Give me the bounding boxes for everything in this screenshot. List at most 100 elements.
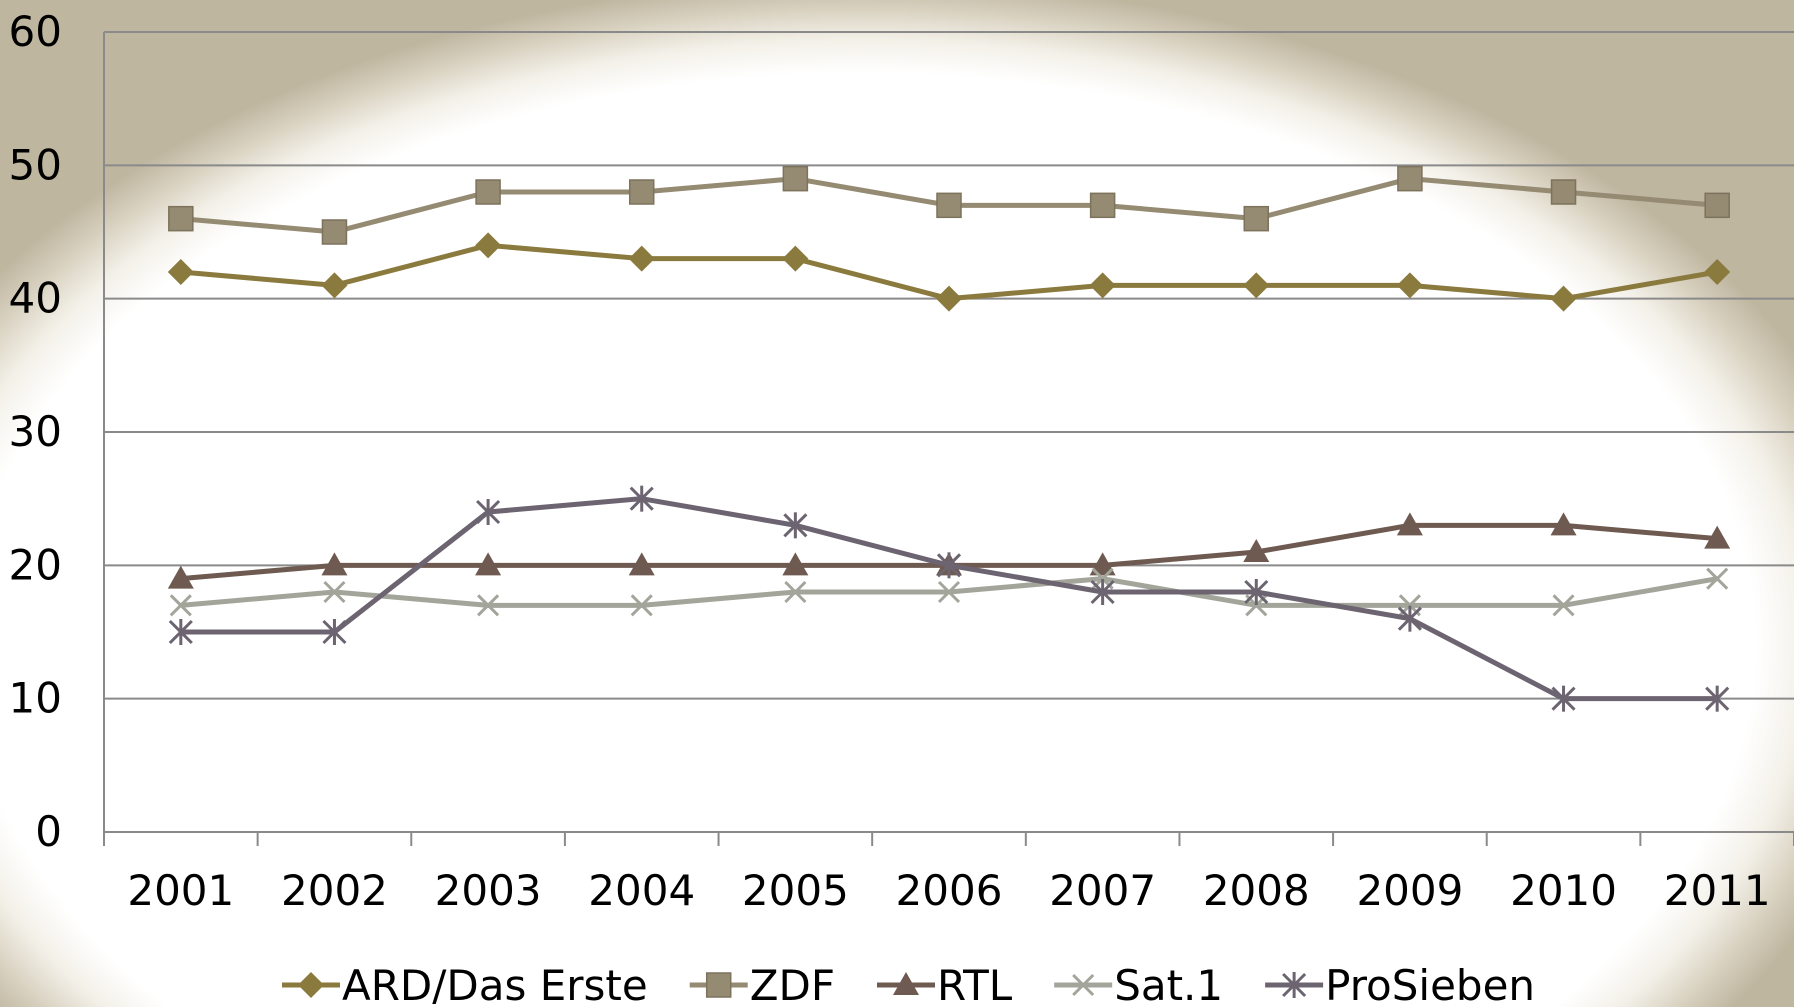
legend-marker-prosieben	[1282, 972, 1307, 998]
data-point-zdf	[1704, 192, 1730, 219]
data-point-ard-das-erste	[1089, 272, 1116, 299]
data-point-prosieben	[322, 619, 347, 645]
legend-marker-sat-1-stroke	[1072, 973, 1095, 997]
legend-item-sat-1: Sat.1	[1054, 961, 1223, 1007]
data-point-zdf	[628, 179, 655, 205]
data-point-rtl	[1243, 539, 1270, 562]
legend-label-sat-1: Sat.1	[1114, 961, 1223, 1007]
gridlines	[104, 31, 1794, 700]
data-point-rtl	[1396, 512, 1423, 536]
legend-label-zdf: ZDF	[750, 961, 835, 1007]
data-point-sat-1	[1552, 594, 1575, 617]
data-point-rtl	[1089, 552, 1116, 576]
data-point-rtl	[1550, 512, 1577, 536]
data-point-ard-das-erste	[936, 285, 962, 312]
data-point-zdf	[1550, 179, 1577, 205]
series-prosieben	[168, 485, 1730, 712]
data-point-sat-1	[169, 594, 192, 617]
data-point-zdf	[1397, 165, 1423, 192]
data-point-sat-1	[937, 580, 961, 604]
x-tick-label: 2001	[127, 866, 234, 915]
legend-marker-sat-1	[1072, 973, 1095, 997]
data-point-zdf	[475, 179, 501, 205]
y-tick-label: 0	[35, 807, 62, 856]
data-point-sat-1-stroke	[169, 594, 192, 617]
legend-marker-rtl	[893, 972, 919, 995]
x-tick-label: 2007	[1049, 866, 1156, 915]
legend-label-ard-das-erste: ARD/Das Erste	[342, 961, 648, 1007]
data-point-ard-das-erste	[1243, 272, 1270, 299]
data-point-prosieben	[936, 552, 962, 579]
x-tick-label: 2006	[896, 866, 1003, 915]
y-tick-label: 60	[9, 7, 62, 56]
data-point-prosieben	[168, 619, 193, 645]
data-point-rtl	[628, 552, 655, 576]
x-tick-label: 2011	[1664, 866, 1771, 915]
data-point-sat-1-stroke	[630, 594, 653, 617]
data-point-sat-1-stroke	[323, 580, 346, 604]
data-point-ard-das-erste	[1704, 259, 1731, 285]
data-point-sat-1	[323, 580, 346, 604]
data-point-ard-das-erste	[628, 245, 655, 272]
data-point-zdf	[936, 192, 962, 219]
data-point-prosieben	[1705, 685, 1730, 712]
data-point-rtl	[782, 552, 809, 576]
y-tick-label: 40	[9, 274, 62, 323]
y-tick-label: 50	[9, 140, 62, 189]
data-point-rtl	[475, 552, 502, 576]
legend-item-zdf: ZDF	[689, 961, 835, 1007]
legend-label-prosieben: ProSieben	[1325, 961, 1535, 1007]
data-point-sat-1-stroke	[1706, 567, 1729, 590]
data-point-sat-1	[477, 594, 500, 617]
data-point-prosieben	[629, 485, 654, 512]
data-point-prosieben	[1551, 685, 1576, 712]
data-point-ard-das-erste	[321, 272, 348, 299]
data-point-prosieben	[476, 499, 501, 525]
data-point-rtl	[1704, 525, 1731, 549]
x-tick-label: 2008	[1203, 866, 1310, 915]
x-tick-label: 2002	[281, 866, 388, 915]
series-layer	[167, 165, 1731, 712]
data-point-rtl	[321, 552, 348, 576]
data-point-ard-das-erste	[1396, 272, 1423, 299]
data-point-prosieben	[1090, 579, 1115, 605]
legend-item-rtl: RTL	[877, 961, 1013, 1007]
data-point-prosieben	[783, 512, 808, 539]
x-tick-label: 2003	[435, 866, 542, 915]
data-point-sat-1	[630, 594, 653, 617]
data-point-ard-das-erste	[167, 259, 194, 285]
legend-marker-zdf	[705, 972, 732, 998]
data-point-sat-1-stroke	[1552, 594, 1575, 617]
data-point-sat-1-stroke	[937, 580, 961, 604]
data-point-prosieben	[1397, 605, 1422, 632]
data-point-ard-das-erste	[782, 245, 809, 272]
data-point-zdf	[321, 219, 348, 245]
data-point-sat-1-stroke	[784, 580, 807, 604]
data-point-rtl	[167, 565, 194, 589]
data-point-zdf	[1089, 192, 1116, 219]
data-point-prosieben	[1244, 579, 1269, 605]
legend-label-rtl: RTL	[937, 961, 1013, 1007]
data-point-zdf	[782, 165, 809, 192]
y-tick-label: 30	[9, 407, 62, 456]
legend-item-ard-das-erste: ARD/Das Erste	[282, 961, 648, 1007]
data-point-ard-das-erste	[1550, 285, 1577, 312]
y-tick-label: 20	[9, 540, 62, 589]
x-tick-label: 2004	[588, 866, 695, 915]
data-point-ard-das-erste	[475, 232, 502, 259]
x-tick-label: 2009	[1356, 866, 1463, 915]
series-zdf	[168, 165, 1730, 245]
legend-item-prosieben: ProSieben	[1265, 961, 1535, 1007]
data-point-sat-1	[784, 580, 807, 604]
x-tick-label: 2010	[1510, 866, 1617, 915]
series-ard-das-erste	[167, 232, 1731, 312]
data-point-zdf	[168, 205, 194, 232]
data-point-sat-1	[1706, 567, 1729, 590]
legend: ARD/Das Erste ZDF RTL Sat.1 ProSieben	[282, 961, 1535, 1007]
axes: 0 10 20 30 40 50 60 2001 2002 2003 2004 2005 2006 200…	[9, 7, 1794, 915]
legend-marker-ard-das-erste	[298, 972, 324, 998]
y-tick-label: 10	[9, 674, 62, 723]
data-point-sat-1-stroke	[477, 594, 500, 617]
x-tick-label: 2005	[742, 866, 849, 915]
